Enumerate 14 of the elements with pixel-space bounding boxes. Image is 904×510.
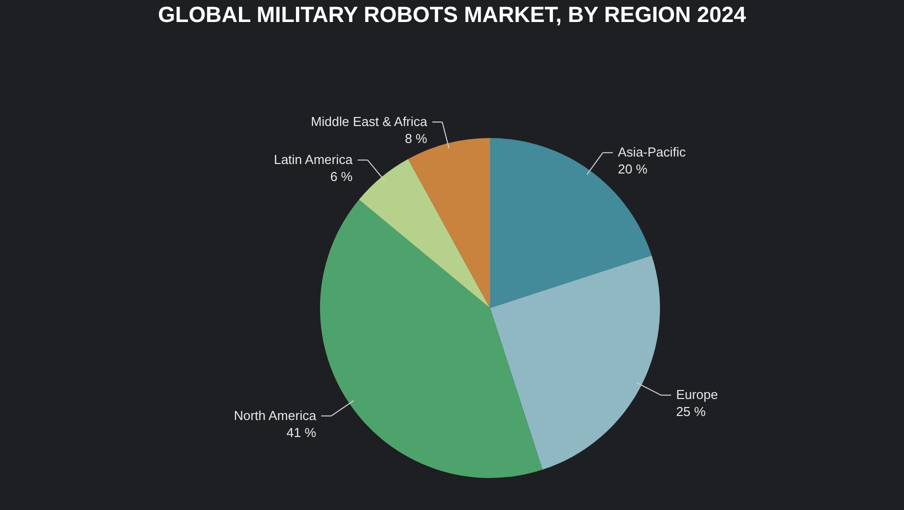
slice-label: Middle East & Africa	[310, 114, 428, 130]
data-label: 6 %	[330, 169, 354, 184]
data-label: 20 %	[618, 162, 648, 177]
slice-label: Europe	[676, 387, 718, 402]
slice-label: Latin America	[274, 152, 354, 168]
data-label: 25 %	[676, 404, 706, 420]
data-label: 8 %	[404, 131, 428, 146]
data-label: 41 %	[286, 424, 317, 440]
pie-slice	[320, 200, 543, 478]
chart-title: GLOBAL MILITARY ROBOTS MARKET, BY REGION 2024	[158, 2, 747, 27]
pie-slice	[359, 159, 490, 308]
pie-slice	[490, 255, 660, 470]
slice-label: North America	[234, 408, 317, 423]
slice-label: Asia-Pacific	[618, 144, 686, 160]
